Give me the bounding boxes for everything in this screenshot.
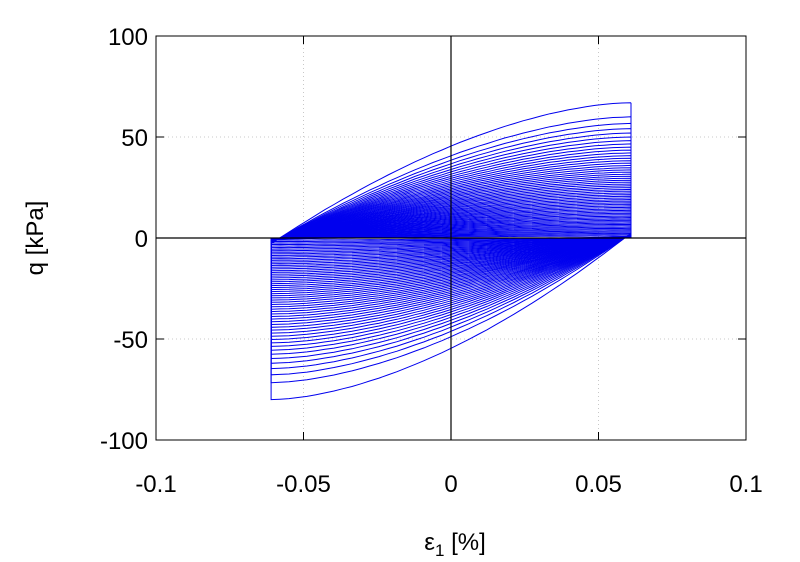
hysteresis-loop bbox=[270, 192, 632, 293]
hysteresis-loop bbox=[270, 167, 632, 323]
hysteresis-loop bbox=[270, 218, 632, 261]
x-axis-label-subscript: 1 bbox=[435, 541, 444, 560]
x-tick-label: 0.1 bbox=[729, 471, 762, 498]
hysteresis-loop bbox=[270, 175, 632, 313]
hysteresis-loop bbox=[270, 157, 632, 334]
y-axis-label: q [kPa] bbox=[22, 201, 49, 276]
y-tick-label: 100 bbox=[108, 24, 148, 51]
hysteresis-loop bbox=[270, 206, 632, 275]
zero-lines bbox=[156, 36, 746, 440]
hysteresis-loop bbox=[270, 185, 632, 301]
hysteresis-loop bbox=[270, 190, 632, 295]
hysteresis-loop bbox=[270, 230, 632, 247]
hysteresis-loop bbox=[270, 128, 632, 370]
hysteresis-loop bbox=[270, 205, 632, 277]
hysteresis-loop bbox=[270, 211, 632, 270]
hysteresis-loop bbox=[270, 132, 632, 364]
hysteresis-loop bbox=[270, 227, 632, 250]
y-tick-label: -50 bbox=[113, 327, 148, 354]
x-tick-label: -0.1 bbox=[135, 471, 176, 498]
hysteresis-loop bbox=[270, 209, 632, 272]
hysteresis-loop bbox=[270, 188, 632, 297]
hysteresis-loop bbox=[270, 162, 632, 328]
hysteresis-loop bbox=[270, 212, 632, 268]
hysteresis-loop bbox=[270, 215, 632, 265]
hysteresis-loop bbox=[270, 169, 632, 320]
hysteresis-loop bbox=[270, 171, 632, 318]
x-axis-label: ε1 [%] bbox=[424, 529, 486, 560]
hysteresis-loop bbox=[270, 183, 632, 303]
hysteresis-loop bbox=[270, 173, 632, 315]
hysteresis-loop bbox=[270, 197, 632, 287]
hysteresis-loop bbox=[270, 136, 632, 360]
hysteresis-loop bbox=[270, 225, 632, 253]
hysteresis-loop bbox=[270, 146, 632, 347]
hysteresis-loop bbox=[270, 187, 632, 299]
hysteresis-loop bbox=[270, 202, 632, 281]
y-tick-label: 50 bbox=[121, 125, 148, 152]
hysteresis-loop bbox=[270, 231, 632, 246]
x-tick-label: 0.05 bbox=[575, 471, 622, 498]
hysteresis-loops bbox=[270, 102, 632, 401]
y-tick-label: -100 bbox=[100, 428, 148, 455]
hysteresis-loop bbox=[270, 140, 632, 355]
x-axis-label-unit: [%] bbox=[444, 529, 485, 556]
hysteresis-loop bbox=[270, 164, 632, 326]
hysteresis-loop bbox=[270, 199, 632, 285]
hysteresis-loop bbox=[270, 195, 632, 289]
hysteresis-loop bbox=[270, 217, 632, 263]
hysteresis-loop bbox=[270, 219, 632, 260]
x-axis-label-symbol: ε bbox=[424, 529, 435, 556]
hysteresis-loop bbox=[270, 179, 632, 308]
hysteresis-loop bbox=[270, 208, 632, 274]
hysteresis-loop bbox=[270, 149, 632, 344]
hysteresis-loop bbox=[270, 232, 632, 244]
hysteresis-loop bbox=[270, 229, 632, 249]
hysteresis-loop bbox=[270, 152, 632, 341]
hysteresis-loop bbox=[270, 102, 632, 401]
hysteresis-loop bbox=[270, 116, 632, 384]
hysteresis-loop bbox=[270, 194, 632, 291]
hysteresis-loop bbox=[270, 226, 632, 252]
hysteresis-loop bbox=[270, 155, 632, 337]
hysteresis-loop bbox=[270, 181, 632, 306]
hysteresis-loop bbox=[270, 122, 632, 376]
hysteresis-loop bbox=[270, 203, 632, 279]
x-tick-label: -0.05 bbox=[276, 471, 331, 498]
hysteresis-loop bbox=[270, 143, 632, 351]
hysteresis-loop bbox=[270, 200, 632, 283]
hysteresis-loop bbox=[270, 214, 632, 267]
x-tick-labels: -0.1 -0.05 0 0.05 0.1 bbox=[135, 471, 762, 498]
hysteresis-loop bbox=[270, 223, 632, 255]
hysteresis-loop bbox=[270, 222, 632, 257]
y-tick-label: 0 bbox=[135, 226, 148, 253]
y-tick-labels: -100 -50 0 50 100 bbox=[100, 24, 148, 455]
ticks bbox=[155, 35, 747, 441]
hysteresis-loop bbox=[270, 234, 632, 243]
x-tick-label: 0 bbox=[444, 471, 457, 498]
hysteresis-loop bbox=[270, 160, 632, 331]
hysteresis-loop bbox=[270, 177, 632, 310]
hysteresis-loop bbox=[270, 221, 632, 258]
